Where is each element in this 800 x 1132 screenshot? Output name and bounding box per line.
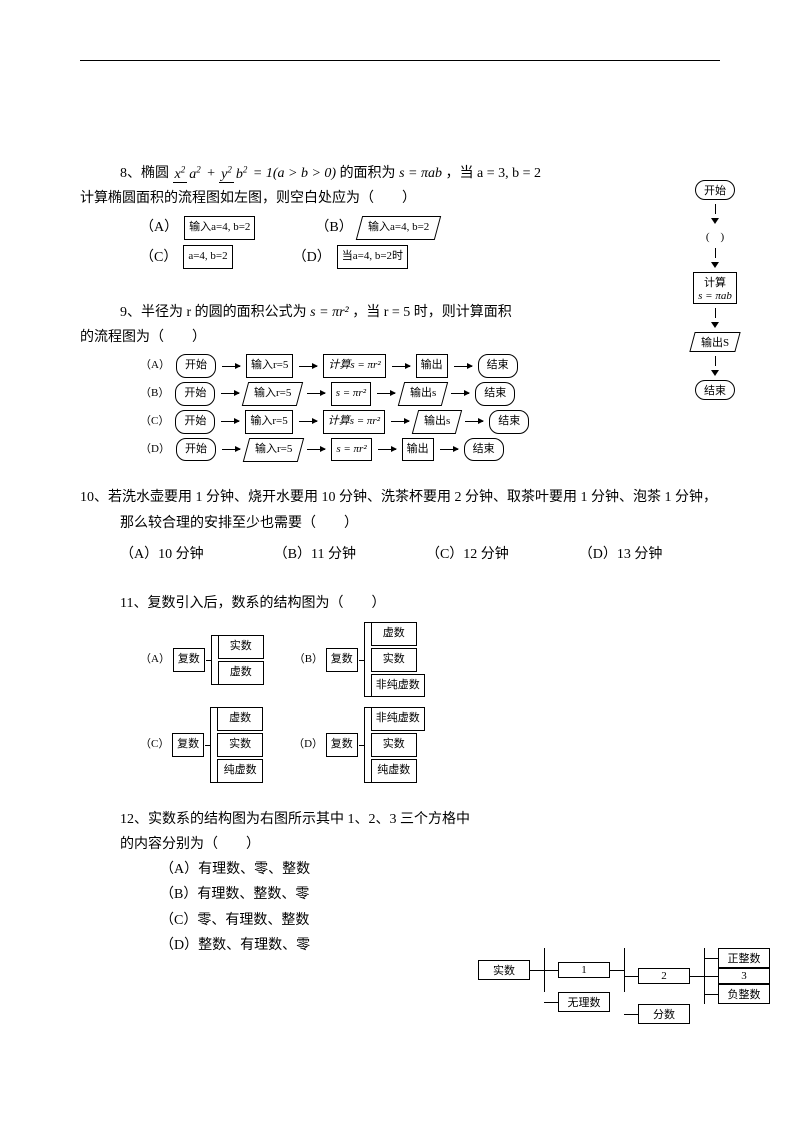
q12-option-c[interactable]: （C）零、有理数、整数 bbox=[80, 908, 720, 933]
header-rule bbox=[80, 60, 720, 61]
q12-option-a[interactable]: （A）有理数、零、整数 bbox=[80, 857, 720, 882]
q8-text: 8、椭圆 bbox=[120, 166, 173, 181]
q10-option-a[interactable]: （A）10 分钟 bbox=[120, 542, 204, 567]
q9-option-b[interactable]: （B） 开始 输入r=5 s = πr² 输出s 结束 bbox=[80, 382, 720, 406]
q12-text: 12、实数系的结构图为右图所示其中 1、2、3 三个方格中的内容分别为（ ） bbox=[80, 807, 480, 857]
q8-option-d[interactable]: （D）当a=4, b=2时 bbox=[293, 245, 408, 270]
q10-text: 10、若洗水壶要用 1 分钟、烧开水要用 10 分钟、洗茶杯要用 2 分钟、取茶… bbox=[120, 485, 720, 535]
question-11: 11、复数引入后，数系的结构图为（ ） （A） 复数 实数 虚数 （B） 复数 … bbox=[80, 591, 720, 783]
q9-option-c[interactable]: （C） 开始 输入r=5 计算s = πr² 输出s 结束 bbox=[80, 410, 720, 434]
q8-line2: 计算椭圆面积的流程图如左图，则空白处应为（ ） bbox=[80, 186, 720, 211]
q10-option-d[interactable]: （D）13 分钟 bbox=[579, 542, 663, 567]
q11-option-d[interactable]: （D） 复数 非纯虚数 实数 纯虚数 bbox=[293, 707, 425, 782]
q9-line2: 的流程图为（ ） bbox=[80, 325, 720, 350]
q10-option-b[interactable]: （B）11 分钟 bbox=[274, 542, 356, 567]
question-9: 9、半径为 r 的圆的面积公式为 s = πr² ，当 r = 5 时，则计算面… bbox=[80, 300, 720, 462]
q8-option-c[interactable]: （C）a=4, b=2 bbox=[140, 245, 233, 270]
q9-option-a[interactable]: （A） 开始 输入r=5 计算s = πr² 输出 结束 bbox=[80, 354, 720, 378]
q11-option-c[interactable]: （C） 复数 虚数 实数 纯虚数 bbox=[140, 707, 263, 782]
q9-text: 9、半径为 r 的圆的面积公式为 bbox=[120, 305, 307, 320]
q11-option-a[interactable]: （A） 复数 实数 虚数 bbox=[140, 622, 264, 697]
question-8: 8、椭圆 x2a2 + y2b2 = 1(a > b > 0) 的面积为 s =… bbox=[80, 161, 720, 270]
q11-option-b[interactable]: （B） 复数 虚数 实数 非纯虚数 bbox=[294, 622, 425, 697]
page: 开始 ( ) 计算 s = πab 输出S 结束 8、椭圆 x2a2 + y2b… bbox=[0, 0, 800, 1132]
q10-option-c[interactable]: （C）12 分钟 bbox=[426, 542, 509, 567]
q12-option-b[interactable]: （B）有理数、整数、零 bbox=[80, 882, 720, 907]
q8-option-a[interactable]: （A）输入a=4, b=2 bbox=[140, 215, 255, 240]
q8-option-b[interactable]: （B）输入a=4, b=2 bbox=[315, 215, 438, 240]
q9-option-d[interactable]: （D） 开始 输入r=5 s = πr² 输出 结束 bbox=[80, 438, 720, 462]
q11-text: 11、复数引入后，数系的结构图为（ ） bbox=[80, 591, 720, 616]
q12-option-d[interactable]: （D）整数、有理数、零 bbox=[80, 933, 720, 958]
question-10: 10、若洗水壶要用 1 分钟、烧开水要用 10 分钟、洗茶杯要用 2 分钟、取茶… bbox=[80, 485, 720, 567]
question-12: 12、实数系的结构图为右图所示其中 1、2、3 三个方格中的内容分别为（ ） （… bbox=[80, 807, 720, 958]
